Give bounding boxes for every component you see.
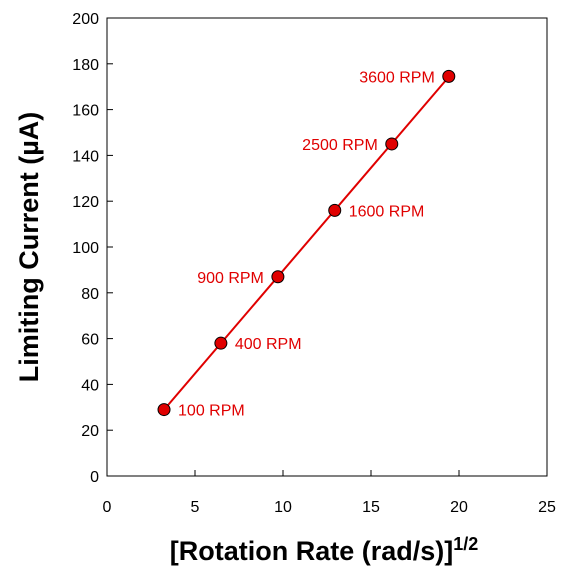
data-label: 3600 RPM — [359, 69, 435, 86]
y-tick-label: 100 — [72, 240, 99, 257]
data-label: 2500 RPM — [302, 137, 378, 154]
data-point — [385, 137, 399, 151]
y-tick-label: 160 — [72, 103, 99, 120]
data-label: 400 RPM — [235, 336, 302, 353]
data-point — [442, 69, 456, 83]
trend-line — [163, 76, 450, 411]
plot-area — [106, 17, 548, 477]
y-tick-label: 140 — [72, 148, 99, 165]
data-point — [214, 336, 228, 350]
x-tick-label: 5 — [191, 499, 200, 516]
y-axis-title: Limiting Current (µA) — [14, 112, 44, 383]
y-tick-label: 40 — [81, 377, 99, 394]
x-axis-ticks: 0 5 10 15 20 25 — [103, 470, 556, 516]
y-tick-label: 200 — [72, 11, 99, 28]
y-tick-label: 60 — [81, 332, 99, 349]
data-point — [157, 403, 171, 417]
y-tick-label: 120 — [72, 194, 99, 211]
x-tick-label: 15 — [362, 499, 380, 516]
x-tick-label: 0 — [103, 499, 112, 516]
data-label: 100 RPM — [178, 403, 245, 420]
x-axis-title-superscript: 1/2 — [453, 534, 478, 554]
x-axis-title: [Rotation Rate (rad/s)]1/2 — [170, 534, 479, 566]
x-tick-label: 10 — [274, 499, 292, 516]
data-label: 900 RPM — [197, 270, 264, 287]
x-tick-label: 25 — [538, 499, 556, 516]
data-points — [157, 69, 456, 417]
data-point — [271, 270, 285, 284]
data-label: 1600 RPM — [349, 203, 425, 220]
data-point — [328, 203, 342, 217]
y-tick-label: 180 — [72, 57, 99, 74]
y-tick-label: 0 — [90, 469, 99, 486]
trend-line-segment — [163, 76, 450, 411]
y-tick-label: 20 — [81, 423, 99, 440]
y-axis-ticks: 0 20 40 60 80 100 120 140 160 180 200 — [72, 11, 113, 486]
x-tick-label: 20 — [450, 499, 468, 516]
data-labels: 100 RPM 400 RPM 900 RPM 1600 RPM 2500 RPM 360… — [178, 69, 435, 419]
y-tick-label: 80 — [81, 286, 99, 303]
